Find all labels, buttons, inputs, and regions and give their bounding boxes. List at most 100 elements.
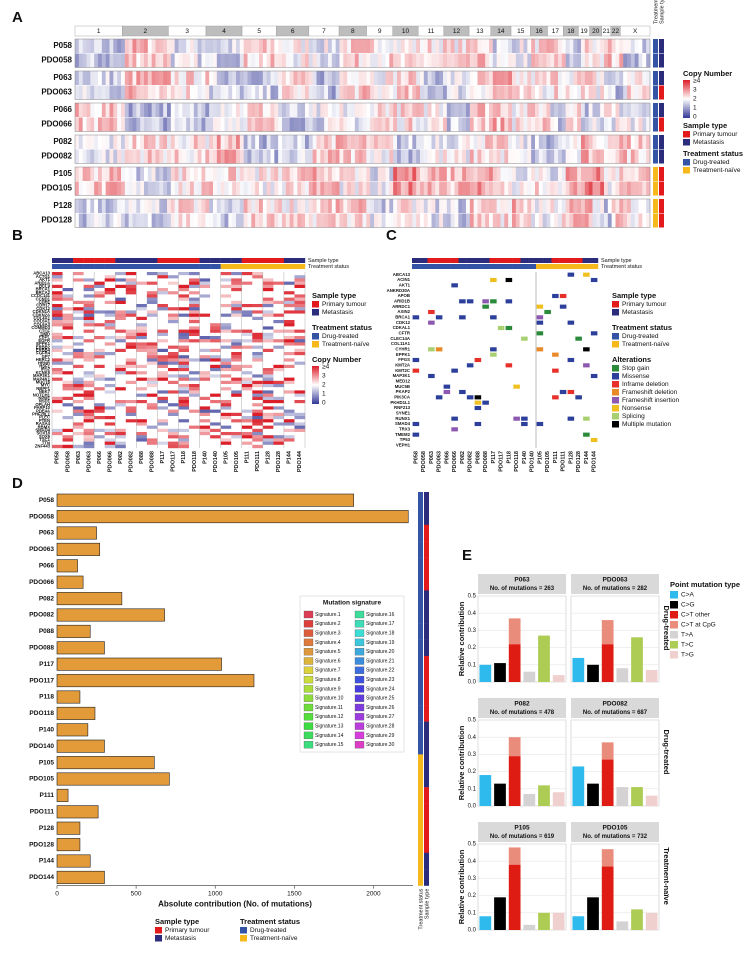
cn-cell xyxy=(588,103,593,117)
cn-cell xyxy=(239,71,244,85)
bar xyxy=(56,821,81,835)
cn-cell xyxy=(125,412,137,417)
cn-cell xyxy=(312,85,317,100)
cn-cell xyxy=(101,199,106,213)
cn-cell xyxy=(210,329,221,333)
cn-cell xyxy=(151,149,156,164)
cn-cell xyxy=(469,181,474,196)
cn-cell xyxy=(273,377,285,381)
cn-cell xyxy=(163,71,168,85)
cn-cell xyxy=(241,390,253,394)
cn-cell xyxy=(220,39,225,53)
cn-cell xyxy=(611,213,616,228)
cn-cell xyxy=(312,181,317,196)
sample-type-bar xyxy=(412,258,420,263)
cn-cell xyxy=(289,117,294,132)
cn-cell xyxy=(343,117,348,132)
sample-type-bar xyxy=(427,258,436,263)
mutation-cell xyxy=(583,272,590,277)
cn-cell xyxy=(199,384,211,388)
gene-label: PKHD1L1 xyxy=(390,400,410,405)
cn-cell xyxy=(62,387,74,391)
cn-cell xyxy=(197,71,202,85)
side-sample-type xyxy=(424,590,429,607)
cn-cell xyxy=(450,71,455,85)
cn-cell xyxy=(144,135,149,149)
cn-cell xyxy=(213,103,218,117)
cn-cell xyxy=(408,149,413,164)
cn-cell xyxy=(228,39,233,53)
cn-cell xyxy=(343,135,348,149)
cn-cell xyxy=(558,149,563,164)
cn-cell xyxy=(86,53,91,68)
cn-cell xyxy=(239,149,244,164)
legend-label: Signature.5 xyxy=(315,649,341,655)
mutation-cell xyxy=(567,416,575,421)
cn-cell xyxy=(167,355,179,359)
cn-cell xyxy=(125,342,137,346)
cn-cell xyxy=(62,294,74,298)
cn-cell xyxy=(146,400,158,404)
cn-cell xyxy=(241,380,253,385)
cn-cell xyxy=(262,400,274,404)
gene-label: PLEC xyxy=(39,415,50,420)
side-treatment xyxy=(653,117,658,132)
y-tick-label: P117 xyxy=(39,661,54,668)
cn-cell xyxy=(273,380,285,385)
cn-cell xyxy=(147,149,152,164)
mutation-cell xyxy=(505,277,513,283)
cn-cell xyxy=(439,135,444,149)
cn-cell xyxy=(231,441,242,445)
cn-cell xyxy=(86,135,91,149)
cn-cell xyxy=(366,39,371,53)
cn-cell xyxy=(508,135,513,149)
cn-cell xyxy=(151,213,156,228)
cn-cell xyxy=(412,103,417,117)
cn-cell xyxy=(370,149,375,164)
cn-cell xyxy=(351,39,356,53)
legend-label: 0 xyxy=(693,114,697,121)
cn-cell xyxy=(189,323,200,327)
cn-cell xyxy=(450,167,455,181)
cn-cell xyxy=(189,294,200,298)
cn-cell xyxy=(109,167,114,181)
cn-cell xyxy=(124,71,129,85)
cn-cell xyxy=(136,377,148,381)
cn-cell xyxy=(523,53,528,68)
cn-cell xyxy=(94,326,105,330)
cn-cell xyxy=(157,387,169,391)
cn-cell xyxy=(201,39,206,53)
cn-cell xyxy=(189,438,200,442)
sample-type-bar xyxy=(489,258,498,263)
gene-label: MAP3K1 xyxy=(33,373,51,378)
cn-cell xyxy=(83,313,95,317)
cn-cell xyxy=(278,135,283,149)
cn-cell xyxy=(178,167,183,181)
cn-cell xyxy=(86,213,91,228)
cn-cell xyxy=(170,149,175,164)
cn-cell xyxy=(231,444,242,449)
cn-cell xyxy=(125,438,137,442)
cn-cell xyxy=(186,53,191,68)
legend-label: Primary tumour xyxy=(165,927,210,934)
cn-cell xyxy=(294,342,306,346)
cn-cell xyxy=(262,396,274,401)
cn-cell xyxy=(115,345,126,349)
cn-cell xyxy=(83,300,95,305)
cn-cell xyxy=(178,288,190,292)
cn-cell xyxy=(283,320,295,324)
cn-cell xyxy=(157,358,169,362)
bar xyxy=(552,675,565,682)
cn-cell xyxy=(592,53,597,68)
cn-cell xyxy=(104,304,116,308)
cn-cell xyxy=(389,39,394,53)
cn-cell xyxy=(220,438,232,442)
cn-cell xyxy=(312,167,317,181)
cn-cell xyxy=(178,409,190,413)
sample-label: P128 xyxy=(53,201,72,210)
cn-cell xyxy=(270,149,275,164)
legend-swatch xyxy=(683,167,690,174)
cn-cell xyxy=(397,181,402,196)
cn-cell xyxy=(485,103,490,117)
legend-swatch xyxy=(303,675,314,684)
